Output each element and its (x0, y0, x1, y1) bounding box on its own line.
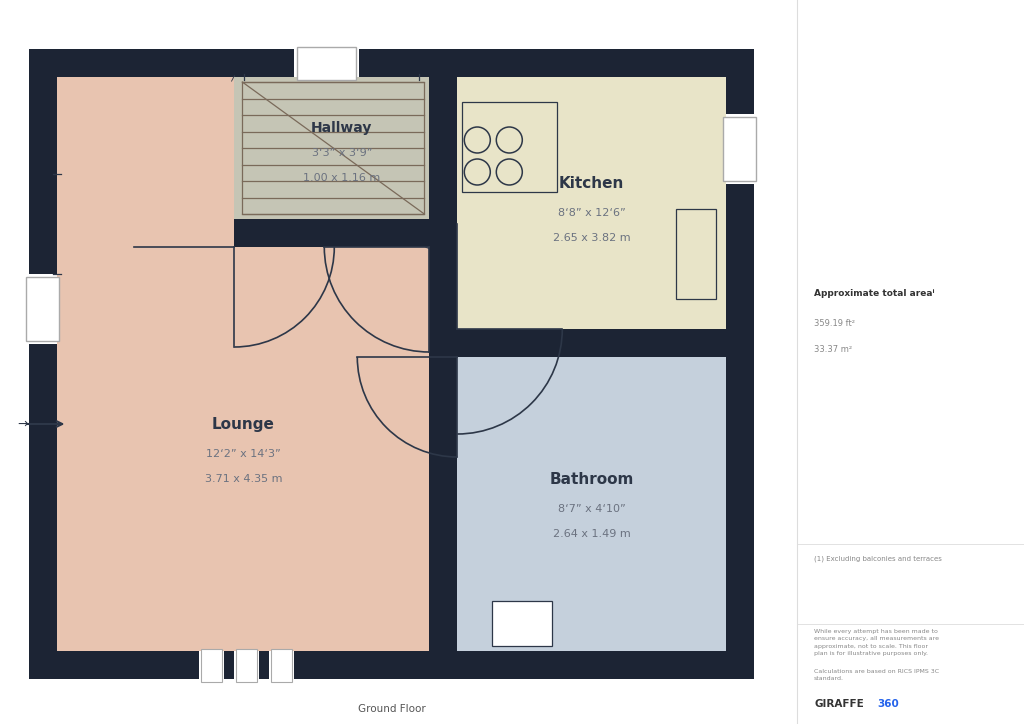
Bar (294, 46, 359, 77)
Text: Ground Floor: Ground Floor (358, 704, 426, 714)
Text: (1) Excluding balconies and terraces: (1) Excluding balconies and terraces (814, 556, 942, 563)
Bar (271, 649, 292, 682)
Bar (726, 114, 758, 184)
Bar (243, 82, 424, 214)
Text: Bathroom: Bathroom (550, 471, 634, 487)
Bar (493, 601, 552, 646)
Text: →: → (17, 418, 28, 431)
Bar (57, 77, 726, 651)
Bar (202, 649, 222, 682)
Text: 3.71 x 4.35 m: 3.71 x 4.35 m (205, 474, 282, 484)
Bar (458, 77, 726, 329)
Bar (200, 651, 224, 682)
Text: 3‘3” x 3‘9”: 3‘3” x 3‘9” (311, 148, 372, 158)
Bar (676, 209, 717, 299)
Text: Approximate total areaⁱ: Approximate total areaⁱ (814, 290, 935, 298)
Bar (429, 77, 458, 651)
Text: 359.19 ft²: 359.19 ft² (814, 319, 855, 329)
Text: 33.37 m²: 33.37 m² (814, 345, 852, 353)
Text: Lounge: Lounge (212, 416, 274, 432)
Text: 12‘2” x 14‘3”: 12‘2” x 14‘3” (206, 449, 281, 459)
Bar (726, 599, 755, 679)
Bar (57, 219, 234, 247)
Bar (27, 274, 57, 344)
Text: GIRAFFE: GIRAFFE (814, 699, 864, 709)
Text: 8‘7” x 4‘10”: 8‘7” x 4‘10” (558, 504, 626, 514)
Text: 1.00 x 1.16 m: 1.00 x 1.16 m (303, 173, 381, 183)
Bar (57, 77, 429, 651)
Text: 8‘8” x 12‘6”: 8‘8” x 12‘6” (558, 208, 626, 218)
Text: 360: 360 (878, 699, 899, 709)
Bar (234, 77, 429, 219)
Text: Calculations are based on RICS IPMS 3C
standard.: Calculations are based on RICS IPMS 3C s… (814, 669, 939, 681)
Text: Kitchen: Kitchen (559, 175, 625, 190)
Bar (458, 357, 726, 651)
Bar (237, 649, 257, 682)
Text: 2.64 x 1.49 m: 2.64 x 1.49 m (553, 529, 631, 539)
Bar (30, 49, 755, 679)
Text: Hallway: Hallway (311, 121, 373, 135)
Bar (462, 102, 557, 192)
Bar (57, 219, 458, 247)
Bar (269, 651, 294, 682)
Bar (234, 651, 259, 682)
Text: While every attempt has been made to
ensure accuracy, all measurements are
appro: While every attempt has been made to ens… (814, 629, 939, 656)
Text: 2.65 x 3.82 m: 2.65 x 3.82 m (553, 233, 631, 243)
Bar (27, 277, 59, 341)
Bar (297, 47, 356, 80)
Bar (458, 329, 755, 357)
Bar (723, 117, 757, 181)
